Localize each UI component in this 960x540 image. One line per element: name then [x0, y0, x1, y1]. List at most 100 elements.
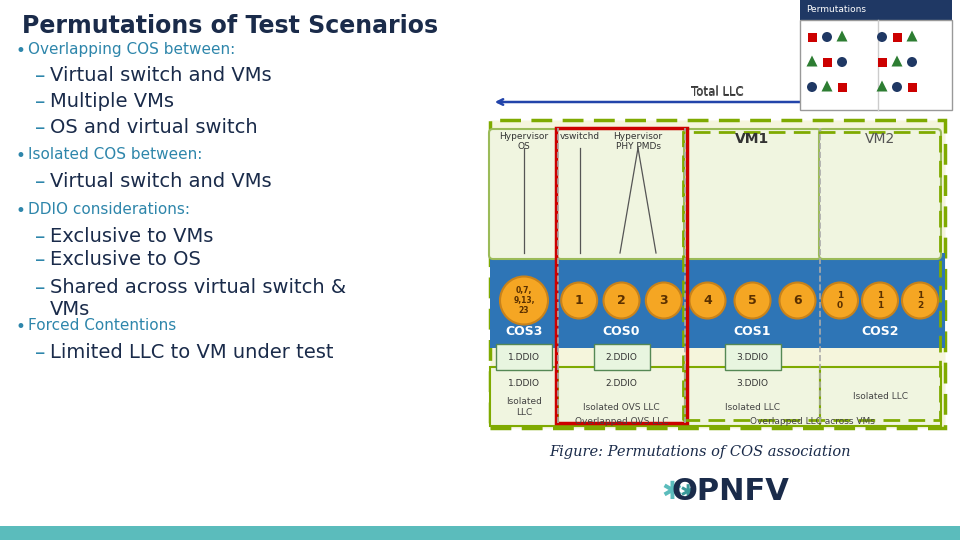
- Circle shape: [907, 57, 917, 67]
- Bar: [877, 57, 886, 66]
- Polygon shape: [806, 56, 818, 66]
- Text: VM1: VM1: [735, 132, 770, 146]
- Polygon shape: [892, 56, 902, 66]
- Text: –: –: [35, 118, 45, 138]
- Bar: [490, 253, 945, 348]
- Text: –: –: [35, 278, 45, 298]
- Text: 3.DDIO: 3.DDIO: [736, 353, 769, 361]
- Text: 2.DDIO: 2.DDIO: [606, 379, 637, 388]
- Text: Overlapping COS between:: Overlapping COS between:: [28, 42, 235, 57]
- Text: 1.DDIO: 1.DDIO: [508, 353, 540, 361]
- FancyBboxPatch shape: [820, 367, 941, 426]
- Text: Exclusive to OS: Exclusive to OS: [50, 250, 201, 269]
- Text: Multiple VMs: Multiple VMs: [50, 92, 174, 111]
- Text: 4: 4: [703, 294, 712, 307]
- Text: 1.DDIO: 1.DDIO: [508, 379, 540, 388]
- Circle shape: [837, 57, 847, 67]
- Text: •: •: [16, 318, 26, 336]
- Polygon shape: [906, 30, 918, 42]
- Bar: [800, 0, 952, 20]
- Text: 5: 5: [748, 294, 756, 307]
- Text: vswitchd: vswitchd: [560, 132, 600, 141]
- FancyBboxPatch shape: [819, 129, 941, 259]
- Polygon shape: [822, 80, 832, 91]
- Text: Isolated
LLC: Isolated LLC: [506, 397, 542, 417]
- Bar: [823, 57, 831, 66]
- Text: Total LLC: Total LLC: [691, 86, 744, 99]
- FancyBboxPatch shape: [490, 120, 945, 428]
- Text: 0,7,
9,13,
23: 0,7, 9,13, 23: [514, 286, 535, 315]
- Text: Permutations: Permutations: [806, 4, 866, 14]
- Text: Overlapped LLC across VMs: Overlapped LLC across VMs: [750, 417, 875, 426]
- Circle shape: [807, 82, 817, 92]
- Text: Total LLC: Total LLC: [691, 85, 744, 98]
- FancyBboxPatch shape: [489, 129, 559, 259]
- Text: Virtual switch and VMs: Virtual switch and VMs: [50, 66, 272, 85]
- FancyBboxPatch shape: [557, 129, 686, 259]
- FancyBboxPatch shape: [593, 344, 650, 370]
- Text: –: –: [35, 343, 45, 363]
- Text: –: –: [35, 227, 45, 247]
- Text: 6: 6: [793, 294, 802, 307]
- Text: OPNFV: OPNFV: [671, 477, 789, 507]
- Text: Forced Contentions: Forced Contentions: [28, 318, 177, 333]
- Text: COS2: COS2: [861, 325, 899, 338]
- Text: 2: 2: [617, 294, 626, 307]
- Text: •: •: [16, 147, 26, 165]
- Bar: [837, 83, 847, 91]
- Circle shape: [562, 282, 597, 319]
- Text: Hypervisor
PHY PMDs: Hypervisor PHY PMDs: [613, 132, 662, 151]
- Text: Shared across virtual switch &
VMs: Shared across virtual switch & VMs: [50, 278, 347, 319]
- Circle shape: [689, 282, 726, 319]
- Text: Permutations of Test Scenarios: Permutations of Test Scenarios: [22, 14, 438, 38]
- Text: COS3: COS3: [505, 325, 542, 338]
- Text: COS0: COS0: [603, 325, 640, 338]
- Text: DDIO considerations:: DDIO considerations:: [28, 202, 190, 217]
- Text: Isolated COS between:: Isolated COS between:: [28, 147, 203, 162]
- FancyBboxPatch shape: [685, 367, 820, 426]
- Polygon shape: [836, 30, 848, 42]
- Text: ✱: ✱: [680, 483, 696, 502]
- Circle shape: [500, 276, 548, 325]
- FancyBboxPatch shape: [684, 129, 821, 259]
- Bar: [0, 526, 960, 540]
- Text: VM2: VM2: [865, 132, 895, 146]
- Bar: [800, 20, 952, 110]
- Text: Exclusive to VMs: Exclusive to VMs: [50, 227, 213, 246]
- Circle shape: [822, 282, 858, 319]
- Text: Isolated LLC: Isolated LLC: [853, 392, 908, 401]
- FancyBboxPatch shape: [725, 344, 780, 370]
- Text: Virtual switch and VMs: Virtual switch and VMs: [50, 172, 272, 191]
- Text: OS and virtual switch: OS and virtual switch: [50, 118, 257, 137]
- Text: Hypervisor
OS: Hypervisor OS: [499, 132, 548, 151]
- Text: 1
2: 1 2: [917, 291, 924, 310]
- Circle shape: [780, 282, 815, 319]
- Bar: [807, 32, 817, 42]
- Text: ✱: ✱: [661, 480, 683, 504]
- Text: –: –: [35, 92, 45, 112]
- Circle shape: [862, 282, 898, 319]
- Text: •: •: [16, 202, 26, 220]
- Circle shape: [604, 282, 639, 319]
- Text: 1
0: 1 0: [837, 291, 843, 310]
- Text: –: –: [35, 66, 45, 86]
- Polygon shape: [876, 80, 887, 91]
- Text: Overlapped OVS LLC: Overlapped OVS LLC: [575, 417, 668, 426]
- Text: Figure: Permutations of COS association: Figure: Permutations of COS association: [549, 445, 851, 459]
- Circle shape: [877, 32, 887, 42]
- Circle shape: [822, 32, 832, 42]
- FancyBboxPatch shape: [496, 344, 552, 370]
- Text: 3.DDIO: 3.DDIO: [736, 379, 769, 388]
- Text: Limited LLC to VM under test: Limited LLC to VM under test: [50, 343, 333, 362]
- Text: Isolated LLC: Isolated LLC: [725, 403, 780, 411]
- Text: 1
1: 1 1: [876, 291, 883, 310]
- Text: –: –: [35, 250, 45, 270]
- Text: –: –: [35, 172, 45, 192]
- Circle shape: [892, 82, 902, 92]
- Text: COS1: COS1: [733, 325, 771, 338]
- Bar: [893, 32, 901, 42]
- Circle shape: [646, 282, 682, 319]
- Text: 3: 3: [660, 294, 668, 307]
- Text: •: •: [16, 42, 26, 60]
- Text: 1: 1: [575, 294, 584, 307]
